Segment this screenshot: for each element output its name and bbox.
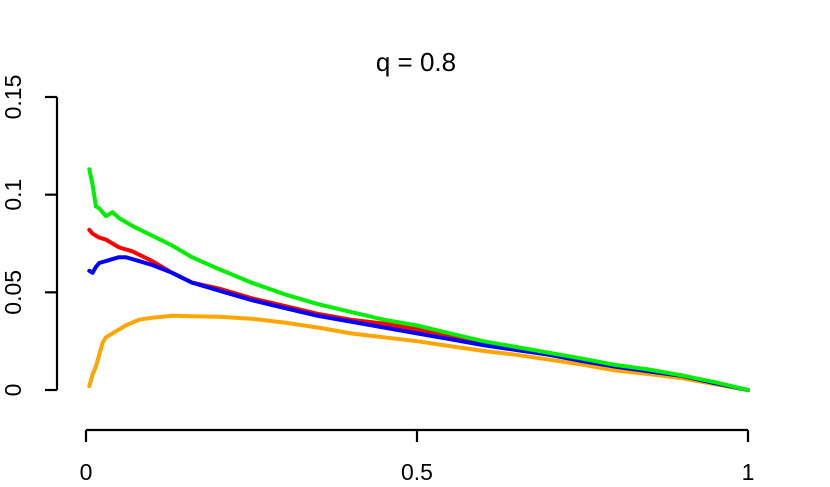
x-tick-label: 0.5 [401,459,433,485]
series-line-4 [87,167,750,392]
y-tick-label: 0.05 [0,270,26,315]
series-line-3 [87,255,750,392]
series-layer [87,167,750,392]
series-line-1 [87,313,750,392]
y-tick-label: 0 [0,384,26,397]
y-axis: 0 0.05 0.1 0.15 [0,75,59,397]
y-tick-label: 0.1 [0,179,26,211]
chart-title: q = 0.8 [376,47,456,77]
x-axis: 0 0.5 1 [80,428,755,485]
x-tick-label: 0 [80,459,93,485]
y-tick-label: 0.15 [0,75,26,120]
x-tick-label: 1 [742,459,755,485]
